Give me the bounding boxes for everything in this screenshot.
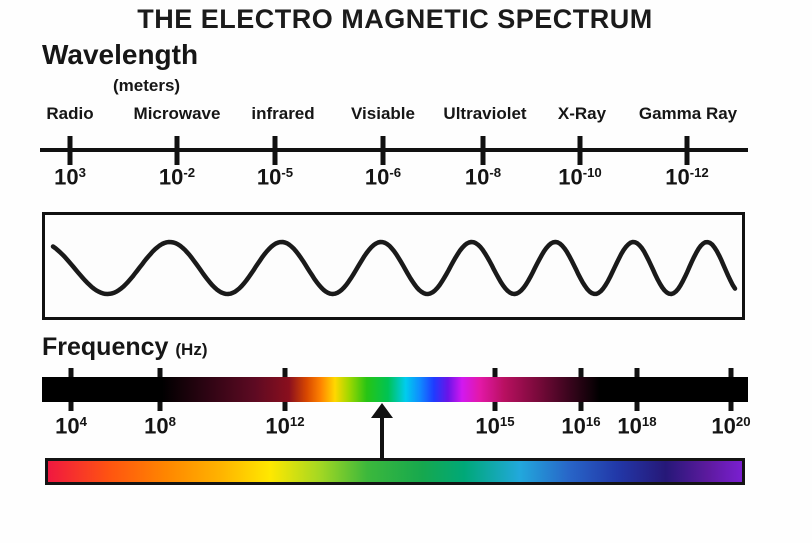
wavelength-value: 10-2 <box>158 164 196 190</box>
wavelength-tick <box>380 136 386 165</box>
wave-illustration <box>50 239 738 297</box>
wavelength-tick <box>577 136 583 165</box>
wavelength-tick <box>684 136 690 165</box>
frequency-value-exponent: 18 <box>641 414 657 429</box>
wavelength-axis-line <box>40 148 748 152</box>
wavelength-value: 10-5 <box>256 164 294 190</box>
page-title: THE ELECTRO MAGNETIC SPECTRUM <box>137 4 653 34</box>
band-label-ultraviolet: Ultraviolet <box>443 104 527 123</box>
frequency-unit-label: (Hz) <box>175 340 208 359</box>
frequency-value-exponent: 12 <box>289 414 305 429</box>
band-label-visiable: Visiable <box>351 104 415 123</box>
frequency-value: 108 <box>144 413 176 439</box>
wavelength-value-exponent: 3 <box>78 165 86 180</box>
wave-curve <box>50 239 738 297</box>
band-label-x-ray: X-Ray <box>557 104 607 123</box>
wavelength-value: 103 <box>54 164 86 190</box>
band-label-microwave: Microwave <box>133 104 221 123</box>
frequency-values-row: 104 108 1012 1015 1016 1018 1020 <box>0 413 812 445</box>
wavelength-value: 10-6 <box>364 164 402 190</box>
frequency-value-exponent: 20 <box>735 414 751 429</box>
frequency-value-exponent: 4 <box>79 414 87 429</box>
visible-light-spectrum-bar <box>45 458 745 485</box>
frequency-value: 1012 <box>265 413 305 439</box>
wavelength-value-exponent: -5 <box>281 165 294 180</box>
frequency-value-exponent: 8 <box>168 414 176 429</box>
wavelength-value-exponent: -2 <box>183 165 196 180</box>
wavelength-tick <box>67 136 73 165</box>
wavelength-value-exponent: -8 <box>489 165 502 180</box>
band-labels-row: Radio Microwave infrared Visiable Ultraviole… <box>0 104 812 126</box>
wavelength-value-exponent: -12 <box>689 165 709 180</box>
frequency-value: 1016 <box>561 413 601 439</box>
wavelength-value: 10-10 <box>558 164 602 190</box>
band-label-gamma-ray: Gamma Ray <box>638 104 738 123</box>
wavelength-value-exponent: -6 <box>389 165 402 180</box>
band-label-infrared: infrared <box>251 104 315 123</box>
wavelength-value: 10-8 <box>464 164 502 190</box>
wavelength-label: Wavelength <box>42 39 199 70</box>
visible-light-arrow-icon <box>371 403 393 418</box>
frequency-spectrum-bar <box>42 377 748 402</box>
wavelength-tick <box>174 136 180 165</box>
wave-box <box>42 212 745 320</box>
wavelength-unit-label: (meters) <box>113 76 181 95</box>
frequency-label-text: Frequency <box>42 333 169 361</box>
frequency-value: 1015 <box>475 413 515 439</box>
band-label-radio: Radio <box>46 104 94 123</box>
frequency-value: 104 <box>55 413 87 439</box>
wavelength-tick <box>480 136 486 165</box>
wavelength-value: 10-12 <box>665 164 709 190</box>
frequency-value-exponent: 16 <box>585 414 601 429</box>
frequency-value: 1020 <box>711 413 751 439</box>
wavelength-value-exponent: -10 <box>582 165 602 180</box>
frequency-value: 1018 <box>617 413 657 439</box>
frequency-label: Frequency (Hz) <box>42 333 208 362</box>
wavelength-tick <box>272 136 278 165</box>
visible-light-arrow-stem <box>380 414 384 459</box>
wavelength-values-row: 103 10-2 10-5 10-6 10-8 10-10 10-12 <box>0 164 812 194</box>
frequency-value-exponent: 15 <box>499 414 515 429</box>
